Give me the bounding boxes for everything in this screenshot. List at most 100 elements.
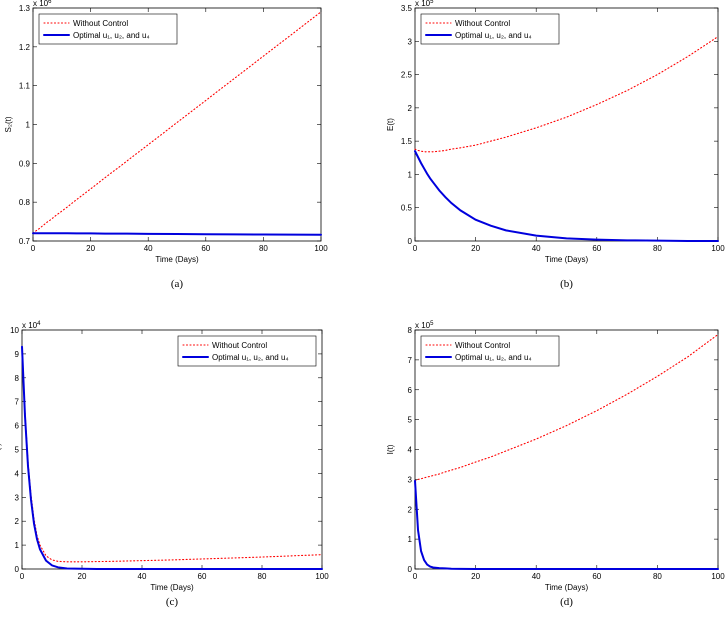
y-axis-label: A(t) xyxy=(0,443,2,456)
x-tick-label: 100 xyxy=(711,572,725,581)
y-tick-label: 4 xyxy=(408,446,413,455)
y-tick-label: 1.3 xyxy=(19,4,31,13)
y-offset-power: 5 xyxy=(430,0,434,5)
y-axis-label: I(t) xyxy=(386,444,395,454)
plot-area xyxy=(32,7,322,242)
y-offset-power: 5 xyxy=(430,321,434,327)
x-tick-label: 80 xyxy=(653,572,662,581)
caption: (c) xyxy=(166,596,179,608)
y-tick-label: 3 xyxy=(408,475,413,484)
legend-label: Optimal u₁, u₂, and u₄ xyxy=(212,353,289,362)
y-offset-power: 4 xyxy=(37,321,41,327)
x-tick-label: 60 xyxy=(198,572,207,581)
y-tick-label: 7 xyxy=(15,398,20,407)
legend-box xyxy=(177,335,317,367)
x-tick-label: 40 xyxy=(138,572,147,581)
x-tick-label: 100 xyxy=(315,572,329,581)
y-tick-label: 6 xyxy=(408,386,413,395)
legend-label: Optimal u₁, u₂, and u₄ xyxy=(455,353,532,362)
y-tick-label: 0.8 xyxy=(19,198,31,207)
y-tick-label: 7 xyxy=(408,356,413,365)
y-tick-label: 8 xyxy=(408,326,413,335)
y-tick-label: 3 xyxy=(15,493,20,502)
y-axis-label: S₂(t) xyxy=(4,116,13,132)
x-axis-label: Time (Days) xyxy=(155,255,199,264)
series-line xyxy=(32,11,322,234)
x-tick-label: 40 xyxy=(532,244,541,253)
legend-label: Without Control xyxy=(455,341,510,350)
y-tick-label: 1 xyxy=(408,170,413,179)
x-axis-label: Time (Days) xyxy=(545,583,589,592)
panel: 0 20 40 60 80 100 0.7 0.8 0.9 1 1.1 1.2 1.3x 106 Time… xyxy=(4,0,328,290)
legend: Without Control Optimal u₁, u₂, and u₄ xyxy=(38,13,178,45)
series-line xyxy=(32,232,322,236)
y-tick-label: 3.5 xyxy=(401,4,413,13)
x-tick-label: 60 xyxy=(592,572,601,581)
legend: Without Control Optimal u₁, u₂, and u₄ xyxy=(420,335,560,367)
y-tick-label: 4 xyxy=(15,469,20,478)
series-line xyxy=(414,36,719,153)
legend-box xyxy=(38,13,178,45)
y-offset-text: x 10 xyxy=(22,321,38,330)
y-tick-label: 2 xyxy=(408,104,413,113)
y-tick-label: 2 xyxy=(15,517,20,526)
y-tick-label: 1.5 xyxy=(401,137,413,146)
y-offset: x 105 xyxy=(415,321,434,330)
plot-area xyxy=(414,7,719,242)
y-tick-label: 0.9 xyxy=(19,159,31,168)
y-offset: x 104 xyxy=(22,321,41,330)
legend-box xyxy=(420,13,560,45)
x-tick-label: 100 xyxy=(314,244,328,253)
x-tick-label: 80 xyxy=(653,244,662,253)
caption: (d) xyxy=(560,596,573,608)
y-tick-label: 5 xyxy=(15,446,20,455)
x-tick-label: 20 xyxy=(86,244,95,253)
y-offset-text: x 10 xyxy=(33,0,49,8)
series-line xyxy=(21,346,323,563)
y-tick-label: 10 xyxy=(10,326,19,335)
x-tick-label: 0 xyxy=(31,244,36,253)
x-tick-label: 60 xyxy=(201,244,210,253)
y-tick-label: 1.1 xyxy=(19,82,31,91)
series-line xyxy=(21,345,323,570)
y-tick-label: 6 xyxy=(15,422,20,431)
y-tick-label: 0 xyxy=(408,565,413,574)
x-tick-label: 20 xyxy=(471,244,480,253)
legend-label: Without Control xyxy=(212,341,267,350)
y-tick-label: 5 xyxy=(408,416,413,425)
y-offset-text: x 10 xyxy=(415,0,431,8)
y-tick-label: 0 xyxy=(408,237,413,246)
y-offset: x 105 xyxy=(415,0,434,8)
panel: 0 20 40 60 80 100 0 0.5 1 1.5 2 2.5 3 3.5x 105 Time (D… xyxy=(386,0,725,290)
plot-area xyxy=(21,329,323,570)
y-tick-label: 8 xyxy=(15,374,20,383)
legend-box xyxy=(420,335,560,367)
x-tick-label: 20 xyxy=(471,572,480,581)
y-axis-label: E(t) xyxy=(386,118,395,131)
legend-label: Optimal u₁, u₂, and u₄ xyxy=(73,31,150,40)
y-tick-label: 1.2 xyxy=(19,43,31,52)
x-tick-label: 100 xyxy=(711,244,725,253)
y-tick-label: 3 xyxy=(408,37,413,46)
x-axis-label: Time (Days) xyxy=(545,255,589,264)
x-tick-label: 40 xyxy=(532,572,541,581)
y-tick-label: 0.5 xyxy=(401,204,413,213)
y-tick-label: 9 xyxy=(15,350,20,359)
x-tick-label: 80 xyxy=(259,244,268,253)
legend: Without Control Optimal u₁, u₂, and u₄ xyxy=(420,13,560,45)
x-tick-label: 80 xyxy=(258,572,267,581)
y-offset-text: x 10 xyxy=(415,321,431,330)
series-line xyxy=(414,150,719,242)
y-offset-power: 6 xyxy=(48,0,52,5)
y-tick-label: 2 xyxy=(408,505,413,514)
y-tick-label: 1 xyxy=(26,121,31,130)
x-tick-label: 0 xyxy=(20,572,25,581)
x-tick-label: 60 xyxy=(592,244,601,253)
x-tick-label: 0 xyxy=(413,244,418,253)
series-line xyxy=(414,479,719,570)
x-tick-label: 0 xyxy=(413,572,418,581)
legend-label: Optimal u₁, u₂, and u₄ xyxy=(455,31,532,40)
